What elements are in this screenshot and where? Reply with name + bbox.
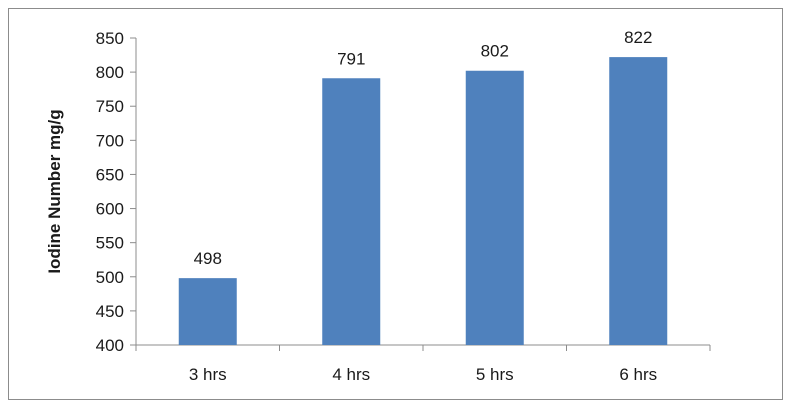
bar bbox=[609, 57, 668, 345]
data-label: 822 bbox=[624, 28, 652, 47]
y-tick-label: 600 bbox=[96, 200, 124, 219]
y-tick-label: 650 bbox=[96, 165, 124, 184]
y-tick-label: 500 bbox=[96, 268, 124, 287]
y-tick-label: 850 bbox=[96, 29, 124, 48]
y-axis: 400 450 500 550 600 650 700 750 800 850 bbox=[96, 29, 137, 355]
x-axis: 3 hrs 4 hrs 5 hrs 6 hrs bbox=[135, 344, 711, 384]
data-labels: 498 791 802 822 bbox=[194, 28, 653, 268]
y-tick-label: 700 bbox=[96, 131, 124, 150]
y-tick-label: 450 bbox=[96, 302, 124, 321]
bar bbox=[322, 78, 381, 346]
x-tick-label: 5 hrs bbox=[476, 365, 514, 384]
y-tick-label: 400 bbox=[96, 336, 124, 355]
data-label: 791 bbox=[337, 49, 365, 68]
x-tick-label: 3 hrs bbox=[189, 365, 227, 384]
bar bbox=[178, 278, 237, 345]
data-label: 498 bbox=[194, 249, 222, 268]
bars bbox=[178, 57, 668, 346]
y-tick-label: 550 bbox=[96, 234, 124, 253]
y-tick-label: 800 bbox=[96, 63, 124, 82]
bar bbox=[465, 70, 524, 345]
x-tick-label: 6 hrs bbox=[619, 365, 657, 384]
x-tick-label: 4 hrs bbox=[332, 365, 370, 384]
data-label: 802 bbox=[481, 42, 509, 61]
y-tick-label: 750 bbox=[96, 97, 124, 116]
y-axis-label: Iodine Number mg/g bbox=[45, 109, 64, 273]
